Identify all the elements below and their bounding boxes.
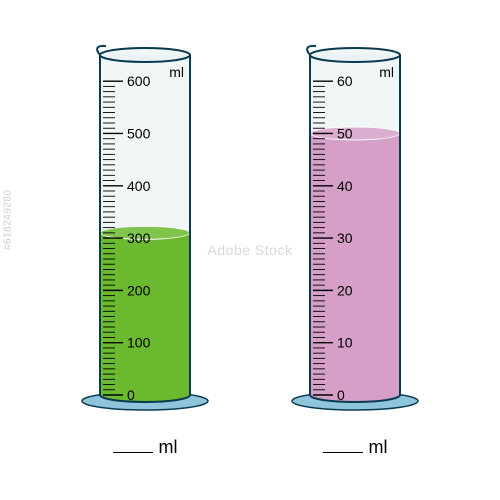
svg-text:ml: ml <box>379 64 394 80</box>
cylinder-left: 0 100 200 300 400 500 600 ml <box>65 30 225 420</box>
cylinder-right: 0 10 20 30 40 50 60 ml <box>275 30 435 420</box>
svg-text:10: 10 <box>337 335 353 351</box>
diagram-container: 0 100 200 300 400 500 600 ml ml 0 10 20 30 40 50 60 ml… <box>0 0 500 458</box>
watermark-id: #618249280 <box>3 189 14 250</box>
svg-text:0: 0 <box>337 387 345 403</box>
cylinder-right-group: 0 10 20 30 40 50 60 ml ml <box>275 30 435 458</box>
svg-text:500: 500 <box>127 125 151 141</box>
svg-text:100: 100 <box>127 335 151 351</box>
answer-left: ml <box>113 435 178 458</box>
answer-unit-right: ml <box>369 437 388 458</box>
answer-blank-left <box>113 435 153 453</box>
svg-text:300: 300 <box>127 230 151 246</box>
cylinder-left-group: 0 100 200 300 400 500 600 ml ml <box>65 30 225 458</box>
svg-text:20: 20 <box>337 282 353 298</box>
svg-text:ml: ml <box>169 64 184 80</box>
svg-text:40: 40 <box>337 178 353 194</box>
svg-text:30: 30 <box>337 230 353 246</box>
answer-right: ml <box>323 435 388 458</box>
svg-text:600: 600 <box>127 73 151 89</box>
svg-text:200: 200 <box>127 282 151 298</box>
svg-text:60: 60 <box>337 73 353 89</box>
svg-text:400: 400 <box>127 178 151 194</box>
answer-blank-right <box>323 435 363 453</box>
svg-text:0: 0 <box>127 387 135 403</box>
answer-unit-left: ml <box>159 437 178 458</box>
svg-text:50: 50 <box>337 125 353 141</box>
